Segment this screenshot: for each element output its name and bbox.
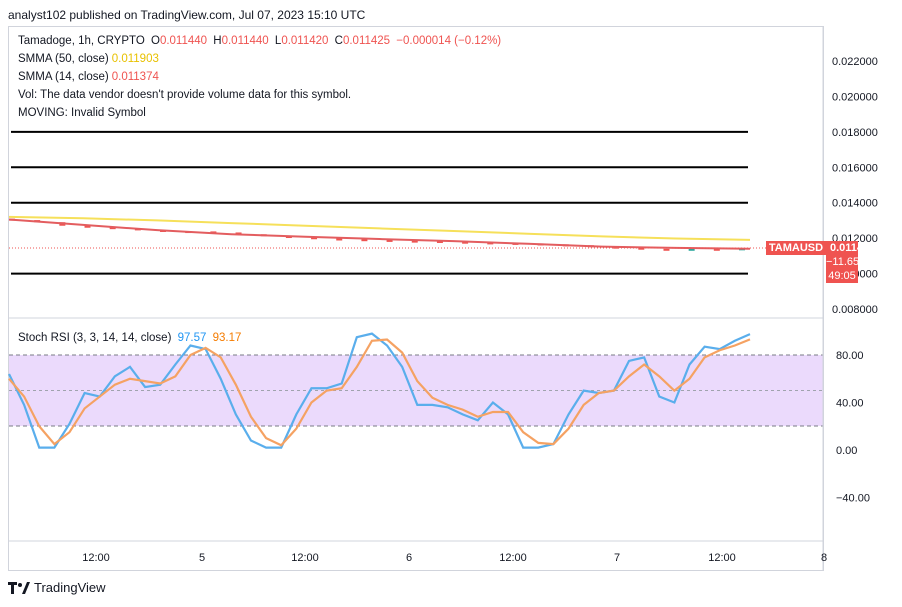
- price-tag-symbol: TAMAUSD: [766, 241, 826, 255]
- stoch-tick-label: 0.00: [836, 445, 857, 457]
- price-tick-label: 0.018000: [832, 127, 878, 139]
- publisher-line: analyst102 published on TradingView.com,…: [8, 8, 366, 22]
- time-tick-label: 12:00: [82, 552, 110, 564]
- candle: [688, 248, 695, 251]
- symbol-name: Tamadoge, 1h, CRYPTO: [18, 35, 145, 47]
- candle: [663, 248, 670, 251]
- tradingview-watermark[interactable]: TradingView: [8, 580, 106, 595]
- smma50-label: SMMA (50, close): [18, 53, 109, 65]
- moving-line: MOVING: Invalid Symbol: [18, 107, 146, 119]
- high-value: 0.011440: [221, 35, 269, 47]
- candle: [462, 241, 469, 244]
- candle: [109, 227, 116, 230]
- candle: [638, 247, 645, 250]
- smma14-label: SMMA (14, close): [18, 71, 109, 83]
- time-tick-label: 8: [821, 552, 827, 564]
- stoch-tick-label: 40.00: [836, 398, 864, 410]
- close-label: C: [334, 35, 343, 47]
- candle: [336, 238, 343, 241]
- candle: [235, 232, 242, 235]
- main-legend: Tamadoge, 1h, CRYPTO O0.011440 H0.011440…: [18, 32, 504, 122]
- candle: [386, 239, 393, 242]
- open-value: 0.011440: [159, 35, 208, 47]
- time-tick-label: 6: [406, 552, 412, 564]
- price-tag-value: 0.011425: [826, 241, 875, 255]
- smma50-line: SMMA (50, close) 0.011903: [18, 50, 504, 68]
- price-tick-label: 0.008000: [832, 304, 878, 316]
- low-value: 0.011420: [281, 35, 329, 47]
- candle: [84, 225, 91, 228]
- candle: [361, 239, 368, 242]
- watermark-text: TradingView: [34, 580, 106, 595]
- price-series: [8, 215, 751, 250]
- high-label: H: [213, 35, 222, 47]
- price-tick-label: 0.016000: [832, 162, 878, 174]
- smma50-line: [8, 215, 751, 241]
- tradingview-logo-icon: [8, 581, 30, 594]
- candle: [411, 240, 418, 243]
- stoch-d-value: 93.17: [212, 332, 242, 344]
- stoch-label: Stoch RSI (3, 3, 14, 14, close): [18, 332, 172, 344]
- stoch-k-value: 97.57: [177, 332, 207, 344]
- price-tag-price: 0.011425: [830, 242, 876, 254]
- open-label: O: [150, 35, 160, 47]
- smma14-line: [8, 218, 751, 250]
- stoch-d-line: [8, 338, 751, 447]
- vol-line: Vol: The data vendor doesn't provide vol…: [18, 89, 352, 101]
- price-tag-timer: 49:05: [826, 269, 858, 283]
- smma50-value: 0.011903: [111, 53, 159, 65]
- time-tick-label: 12:00: [499, 552, 527, 564]
- price-tag-change: −11.65%: [826, 255, 869, 269]
- candle: [713, 248, 720, 251]
- candles: [9, 218, 745, 251]
- candle: [311, 237, 318, 240]
- price-tick-label: 0.022000: [832, 56, 878, 68]
- smma14-value: 0.011374: [111, 71, 159, 83]
- price-tick-label: 0.014000: [832, 198, 878, 210]
- stoch-series: [8, 332, 751, 449]
- change-value: −0.000014 (−0.12%): [396, 35, 502, 47]
- stoch-legend: Stoch RSI (3, 3, 14, 14, close) 97.57 93…: [18, 329, 244, 347]
- candle: [436, 240, 443, 243]
- time-tick-label: 7: [614, 552, 620, 564]
- low-label: L: [274, 35, 282, 47]
- close-value: 0.011425: [342, 35, 391, 47]
- smma14-line: SMMA (14, close) 0.011374: [18, 68, 504, 86]
- time-tick-label: 12:00: [708, 552, 736, 564]
- time-tick-label: 5: [199, 552, 205, 564]
- horizontal-levels: [11, 130, 748, 275]
- time-tick-label: 12:00: [291, 552, 319, 564]
- stoch-tick-label: 80.00: [836, 350, 864, 362]
- stoch-tick-label: −40.00: [836, 493, 870, 505]
- price-tick-label: 0.020000: [832, 91, 878, 103]
- symbol-line: Tamadoge, 1h, CRYPTO O0.011440 H0.011440…: [18, 32, 504, 50]
- x-axis: 12:00 5 12:00 6 12:00 7 12:00 8: [82, 552, 827, 564]
